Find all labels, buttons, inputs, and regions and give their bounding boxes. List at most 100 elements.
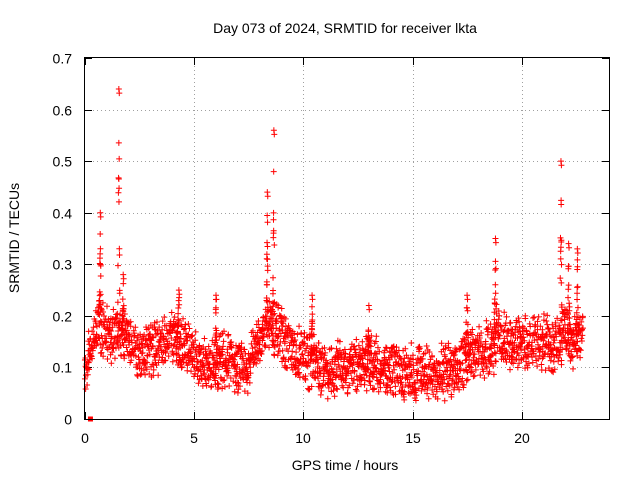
data-point (477, 338, 484, 345)
data-point (82, 385, 89, 392)
data-point (472, 366, 479, 373)
data-point (221, 328, 228, 335)
data-point (171, 314, 178, 321)
data-point (208, 383, 215, 390)
data-point (565, 286, 572, 293)
data-point (365, 341, 372, 348)
data-point (324, 360, 331, 367)
data-point (492, 358, 499, 365)
data-point (132, 353, 139, 360)
data-point (578, 335, 585, 342)
data-point (120, 275, 127, 282)
data-point (358, 376, 365, 383)
data-point (530, 315, 537, 322)
data-point (116, 290, 123, 297)
data-point (102, 339, 109, 346)
data-point (134, 372, 141, 379)
data-point (155, 372, 162, 379)
data-point (529, 359, 536, 366)
data-point (303, 345, 310, 352)
data-point (213, 296, 220, 303)
data-point (492, 281, 499, 288)
data-point (324, 395, 331, 402)
data-point (266, 344, 273, 351)
data-point (534, 318, 541, 325)
data-point (226, 382, 233, 389)
y-tick-label: 0.5 (53, 154, 73, 170)
data-point (529, 354, 536, 361)
data-point (174, 321, 181, 328)
data-point (476, 334, 483, 341)
data-point (244, 368, 251, 375)
data-point (100, 353, 107, 360)
data-point (462, 330, 469, 337)
data-point (192, 337, 199, 344)
data-point (292, 337, 299, 344)
data-point (491, 316, 498, 323)
data-point (512, 323, 519, 330)
data-point (577, 354, 584, 361)
data-point (517, 343, 524, 350)
data-point (580, 325, 587, 332)
data-point (150, 366, 157, 373)
data-point (251, 359, 258, 366)
data-point (361, 352, 368, 359)
data-point (200, 370, 207, 377)
data-point (212, 306, 219, 313)
data-point (492, 350, 499, 357)
data-point (274, 352, 281, 359)
data-point (107, 319, 114, 326)
data-point (297, 344, 304, 351)
data-point (220, 343, 227, 350)
data-point (115, 174, 122, 181)
data-point (309, 347, 316, 354)
data-point (464, 307, 471, 314)
data-point (262, 342, 269, 349)
data-point (429, 352, 436, 359)
data-point (234, 379, 241, 386)
data-point (351, 368, 358, 375)
data-point (263, 278, 270, 285)
data-point (465, 341, 472, 348)
data-point (459, 360, 466, 367)
data-point (555, 347, 562, 354)
data-point (236, 383, 243, 390)
data-point (266, 298, 273, 305)
data-point (493, 310, 500, 317)
data-point (491, 296, 498, 303)
data-point (411, 394, 418, 401)
data-point (109, 349, 116, 356)
x-tick-labels: 0 5 10 15 20 (81, 430, 530, 446)
data-point (121, 329, 128, 336)
data-point (507, 319, 514, 326)
data-point (532, 321, 539, 328)
data-point (84, 381, 91, 388)
data-point (308, 383, 315, 390)
data-point (298, 330, 305, 337)
data-point (84, 371, 91, 378)
data-point (266, 321, 273, 328)
data-point (85, 359, 92, 366)
data-point (550, 339, 557, 346)
data-point (263, 255, 270, 262)
x-tick-label: 10 (295, 430, 311, 446)
data-point (221, 377, 228, 384)
data-point (397, 380, 404, 387)
data-point (192, 328, 199, 335)
data-point (377, 376, 384, 383)
data-point (182, 321, 189, 328)
data-point (101, 313, 108, 320)
data-point (115, 139, 122, 146)
data-point (308, 330, 315, 337)
data-point (574, 249, 581, 256)
data-point (269, 312, 276, 319)
data-point (307, 356, 314, 363)
data-point (119, 325, 126, 332)
data-point (96, 255, 103, 262)
data-point (542, 350, 549, 357)
data-point (477, 372, 484, 379)
data-point (354, 383, 361, 390)
data-point (295, 370, 302, 377)
data-point (247, 364, 254, 371)
data-point (197, 349, 204, 356)
